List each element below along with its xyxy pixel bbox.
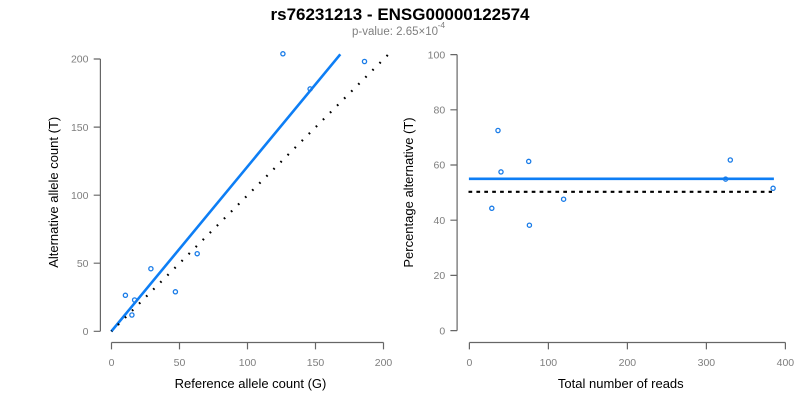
svg-text:100: 100 (71, 190, 89, 202)
svg-text:Reference allele count (G): Reference allele count (G) (175, 376, 327, 391)
svg-text:40: 40 (434, 215, 446, 227)
svg-text:Alternative allele count (T): Alternative allele count (T) (46, 117, 61, 268)
svg-text:150: 150 (307, 357, 325, 369)
svg-text:50: 50 (174, 357, 186, 369)
svg-text:100: 100 (428, 49, 446, 61)
svg-text:80: 80 (434, 105, 446, 117)
svg-text:Percentage alternative (T): Percentage alternative (T) (401, 117, 416, 267)
svg-text:200: 200 (375, 357, 393, 369)
svg-text:rs76231213 - ENSG00000122574: rs76231213 - ENSG00000122574 (271, 5, 531, 24)
svg-text:0: 0 (439, 325, 445, 337)
svg-text:0: 0 (83, 326, 89, 338)
svg-text:150: 150 (71, 122, 89, 134)
svg-text:100: 100 (540, 357, 558, 369)
svg-text:200: 200 (619, 357, 637, 369)
svg-text:Total number of reads: Total number of reads (558, 376, 684, 391)
svg-text:0: 0 (109, 357, 115, 369)
svg-text:0: 0 (466, 357, 472, 369)
svg-text:p-value: 2.65×10: p-value: 2.65×10 (352, 26, 438, 38)
svg-text:400: 400 (777, 357, 795, 369)
svg-text:100: 100 (239, 357, 257, 369)
svg-text:200: 200 (71, 54, 89, 66)
svg-text:60: 60 (434, 160, 446, 172)
svg-text:-4: -4 (438, 20, 446, 30)
svg-text:300: 300 (698, 357, 716, 369)
svg-text:50: 50 (77, 258, 89, 270)
svg-text:20: 20 (434, 270, 446, 282)
